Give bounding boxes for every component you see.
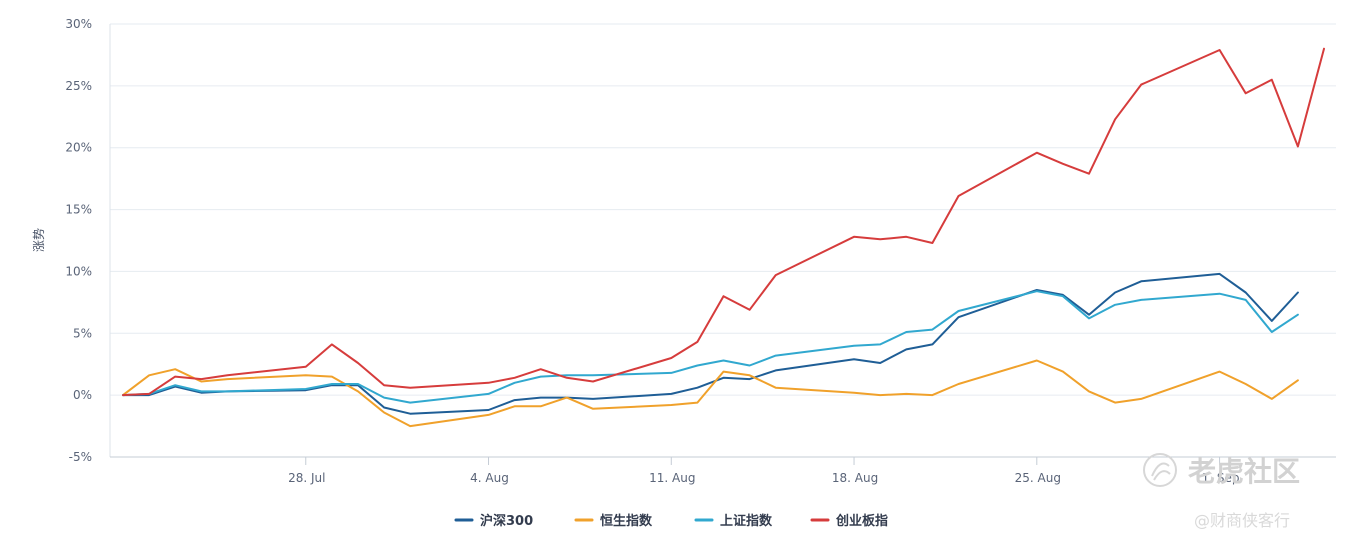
x-tick-label: 28. Jul bbox=[288, 471, 325, 485]
legend-item-2[interactable]: 恒生指数 bbox=[574, 513, 653, 529]
y-tick-label: 15% bbox=[65, 203, 92, 217]
x-tick-label: 4. Aug bbox=[470, 471, 509, 485]
y-tick-label: 20% bbox=[65, 141, 92, 155]
series-lines bbox=[122, 47, 1325, 428]
series-line-4 bbox=[122, 47, 1325, 397]
y-tick-label: -5% bbox=[69, 450, 92, 464]
y-tick-label: 0% bbox=[73, 388, 92, 402]
watermark-platform: 老虎社区 bbox=[1188, 455, 1300, 488]
legend-label: 创业板指 bbox=[835, 513, 888, 529]
legend-item-1[interactable]: 沪深300 bbox=[454, 513, 533, 529]
series-line-3 bbox=[122, 290, 1299, 404]
watermark-author: @财商侠客行 bbox=[1194, 511, 1290, 530]
y-axis-ticks: 30% 25% 20% 15% 10% 5% 0% -5% bbox=[65, 17, 92, 464]
series-line-1 bbox=[122, 272, 1299, 415]
legend-item-3[interactable]: 上证指数 bbox=[694, 513, 773, 529]
y-tick-label: 30% bbox=[65, 17, 92, 31]
legend-label: 上证指数 bbox=[720, 513, 773, 529]
x-tick-label: 1. Sep bbox=[1202, 471, 1240, 485]
legend-item-4[interactable]: 创业板指 bbox=[810, 513, 888, 529]
legend-label: 沪深300 bbox=[480, 513, 533, 529]
legend-label: 恒生指数 bbox=[600, 513, 653, 529]
watermark-logo-icon bbox=[1143, 453, 1177, 487]
series-line-2 bbox=[122, 359, 1299, 428]
watermark: 老虎社区 @财商侠客行 bbox=[1143, 453, 1300, 530]
y-axis-label: 涨势 bbox=[31, 228, 46, 252]
y-tick-label: 5% bbox=[73, 326, 92, 340]
gridlines bbox=[109, 23, 1336, 458]
legend: 沪深300 恒生指数 上证指数 创业板指 bbox=[454, 513, 888, 529]
x-axis-ticks: 28. Jul 4. Aug 11. Aug 18. Aug 25. Aug 1. Sep bbox=[288, 457, 1240, 485]
y-tick-label: 10% bbox=[65, 264, 92, 278]
x-tick-label: 11. Aug bbox=[649, 471, 695, 485]
x-tick-label: 18. Aug bbox=[832, 471, 878, 485]
x-tick-label: 25. Aug bbox=[1015, 471, 1061, 485]
y-tick-label: 25% bbox=[65, 79, 92, 93]
